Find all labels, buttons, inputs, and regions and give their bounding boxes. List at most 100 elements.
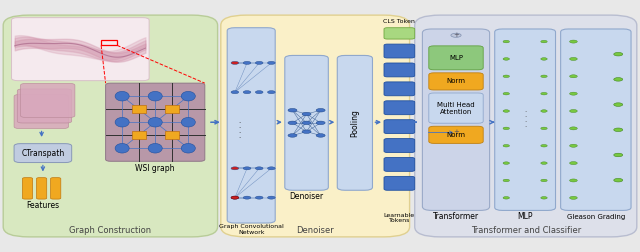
- FancyBboxPatch shape: [14, 144, 72, 163]
- FancyBboxPatch shape: [51, 178, 61, 199]
- Circle shape: [570, 179, 577, 182]
- Circle shape: [231, 61, 239, 65]
- Text: Graph Construction: Graph Construction: [69, 226, 152, 235]
- Circle shape: [503, 40, 509, 43]
- Circle shape: [541, 144, 547, 147]
- FancyBboxPatch shape: [36, 178, 47, 199]
- FancyBboxPatch shape: [132, 105, 146, 113]
- FancyBboxPatch shape: [337, 55, 372, 190]
- FancyBboxPatch shape: [384, 44, 415, 58]
- Circle shape: [541, 179, 547, 182]
- Circle shape: [541, 162, 547, 164]
- Circle shape: [614, 78, 623, 81]
- FancyBboxPatch shape: [227, 28, 275, 223]
- Text: ·
·
·
·: · · · ·: [238, 120, 241, 141]
- Text: Denoiser: Denoiser: [296, 226, 334, 235]
- Ellipse shape: [181, 91, 195, 101]
- Circle shape: [614, 103, 623, 106]
- Circle shape: [243, 167, 251, 170]
- Text: +: +: [453, 129, 459, 135]
- FancyBboxPatch shape: [285, 55, 328, 190]
- Ellipse shape: [115, 117, 129, 127]
- Ellipse shape: [148, 117, 163, 127]
- Circle shape: [288, 134, 297, 137]
- Circle shape: [231, 196, 239, 199]
- Circle shape: [288, 121, 297, 125]
- Circle shape: [268, 61, 275, 65]
- Circle shape: [541, 127, 547, 130]
- Circle shape: [503, 127, 509, 130]
- Circle shape: [243, 196, 251, 199]
- FancyBboxPatch shape: [422, 29, 490, 210]
- Text: Learnable
Tokens: Learnable Tokens: [384, 213, 415, 223]
- Circle shape: [302, 112, 311, 116]
- Circle shape: [288, 108, 297, 112]
- FancyBboxPatch shape: [384, 101, 415, 115]
- Text: MLP: MLP: [517, 212, 533, 221]
- FancyBboxPatch shape: [384, 176, 415, 190]
- Circle shape: [503, 75, 509, 78]
- Circle shape: [268, 196, 275, 199]
- Circle shape: [268, 91, 275, 94]
- Ellipse shape: [181, 143, 195, 153]
- FancyBboxPatch shape: [384, 63, 415, 77]
- FancyBboxPatch shape: [384, 139, 415, 152]
- Circle shape: [503, 110, 509, 112]
- Ellipse shape: [181, 117, 195, 127]
- Text: Features: Features: [26, 201, 60, 210]
- Circle shape: [503, 58, 509, 60]
- Circle shape: [503, 179, 509, 182]
- FancyBboxPatch shape: [495, 29, 556, 210]
- FancyBboxPatch shape: [415, 15, 637, 237]
- Circle shape: [570, 57, 577, 60]
- FancyBboxPatch shape: [20, 83, 75, 117]
- Circle shape: [268, 167, 275, 170]
- Circle shape: [451, 33, 461, 37]
- Circle shape: [316, 121, 325, 125]
- Ellipse shape: [115, 143, 129, 153]
- Circle shape: [503, 144, 509, 147]
- FancyBboxPatch shape: [132, 132, 146, 139]
- Circle shape: [503, 197, 509, 199]
- Circle shape: [503, 162, 509, 164]
- Circle shape: [541, 58, 547, 60]
- Circle shape: [541, 197, 547, 199]
- Text: Norm: Norm: [447, 78, 465, 84]
- Text: ·
·
·
·: · · · ·: [524, 109, 526, 130]
- Text: WSI graph: WSI graph: [136, 164, 175, 173]
- Circle shape: [570, 75, 577, 78]
- Circle shape: [570, 144, 577, 147]
- FancyBboxPatch shape: [384, 82, 415, 96]
- FancyBboxPatch shape: [22, 178, 33, 199]
- Circle shape: [541, 40, 547, 43]
- Circle shape: [255, 167, 263, 170]
- Circle shape: [231, 91, 239, 94]
- Ellipse shape: [115, 91, 129, 101]
- Circle shape: [316, 108, 325, 112]
- FancyBboxPatch shape: [429, 93, 483, 123]
- Text: Pooling: Pooling: [350, 109, 360, 137]
- Circle shape: [614, 153, 623, 157]
- FancyBboxPatch shape: [17, 89, 72, 123]
- Text: Norm: Norm: [447, 132, 465, 138]
- Text: Transformer: Transformer: [433, 212, 479, 221]
- FancyBboxPatch shape: [14, 94, 68, 129]
- FancyBboxPatch shape: [429, 126, 483, 143]
- Circle shape: [451, 130, 461, 134]
- FancyBboxPatch shape: [12, 18, 149, 81]
- Circle shape: [255, 61, 263, 65]
- Circle shape: [570, 127, 577, 130]
- FancyBboxPatch shape: [221, 15, 410, 237]
- Circle shape: [243, 61, 251, 65]
- FancyBboxPatch shape: [384, 158, 415, 171]
- Ellipse shape: [148, 143, 163, 153]
- Circle shape: [231, 167, 239, 170]
- Circle shape: [614, 52, 623, 56]
- Circle shape: [541, 110, 547, 112]
- Text: Graph Convolutional
Network: Graph Convolutional Network: [219, 224, 284, 235]
- FancyBboxPatch shape: [429, 46, 483, 70]
- Text: Transformer and Classifier: Transformer and Classifier: [470, 226, 581, 235]
- Circle shape: [302, 121, 311, 125]
- Text: Gleason Grading: Gleason Grading: [566, 214, 625, 220]
- FancyBboxPatch shape: [164, 105, 179, 113]
